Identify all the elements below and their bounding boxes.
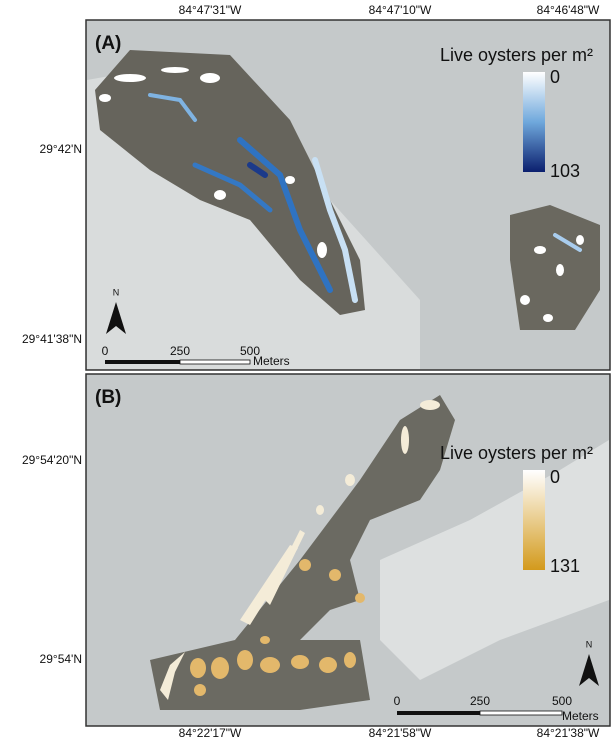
legend-min: 0 [550, 467, 560, 487]
latitude-label: 29°41'38"N [22, 332, 82, 346]
legend-max: 131 [550, 556, 580, 576]
panel-a: (A) Live oysters per m² 0 103 0 250 500 … [86, 20, 610, 370]
legend-title: Live oysters per m² [440, 45, 593, 65]
scale-bar [480, 711, 562, 715]
legend-min: 0 [550, 67, 560, 87]
scale-unit: Meters [253, 354, 290, 368]
longitude-label: 84°46'48"W [537, 3, 600, 17]
scale-label: 250 [170, 344, 190, 358]
orthomosaic [510, 205, 600, 330]
scale-label: 250 [470, 694, 490, 708]
colorbar [523, 470, 545, 570]
scale-unit: Meters [562, 709, 599, 723]
legend-title: Live oysters per m² [440, 443, 593, 463]
latitude-label: 29°54'N [40, 652, 82, 666]
panel-label: (B) [95, 387, 121, 408]
scale-label: 0 [102, 344, 109, 358]
latitude-label: 29°42'N [40, 142, 82, 156]
scale-bar [397, 711, 480, 715]
longitude-label: 84°47'10"W [369, 3, 432, 17]
longitude-label: 84°21'38"W [537, 726, 600, 740]
longitude-label: 84°21'58"W [369, 726, 432, 740]
scale-label: 500 [552, 694, 572, 708]
longitude-label: 84°22'17"W [179, 726, 242, 740]
scale-label: 0 [394, 694, 401, 708]
scale-bar [180, 360, 250, 364]
north-label: N [586, 639, 593, 649]
longitude-label: 84°47'31"W [179, 3, 242, 17]
panel-b: (B) Live oysters per m² 0 131 0 250 500 … [86, 374, 610, 726]
figure: (A) Live oysters per m² 0 103 0 250 500 … [0, 0, 614, 742]
north-label: N [113, 287, 120, 297]
scale-bar [105, 360, 180, 364]
latitude-label: 29°54'20"N [22, 453, 82, 467]
colorbar [523, 72, 545, 172]
panel-label: (A) [95, 33, 121, 54]
legend-max: 103 [550, 161, 580, 181]
